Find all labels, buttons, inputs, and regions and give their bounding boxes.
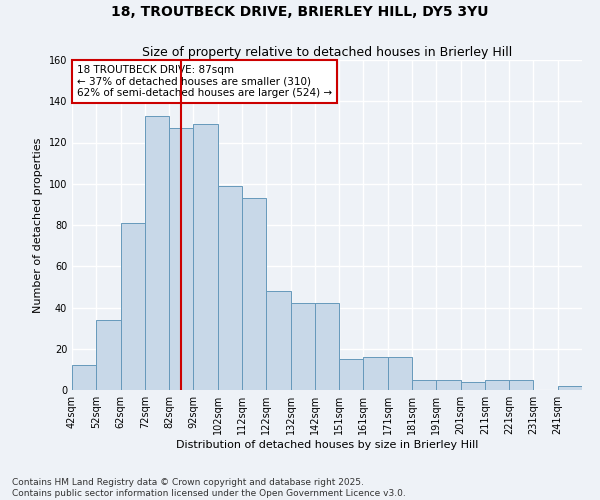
- Bar: [242, 198, 266, 390]
- Bar: [436, 380, 461, 390]
- Text: 18, TROUTBECK DRIVE, BRIERLEY HILL, DY5 3YU: 18, TROUTBECK DRIVE, BRIERLEY HILL, DY5 …: [111, 5, 489, 19]
- X-axis label: Distribution of detached houses by size in Brierley Hill: Distribution of detached houses by size …: [176, 440, 478, 450]
- Bar: [339, 359, 364, 390]
- Bar: [290, 304, 315, 390]
- Bar: [558, 386, 582, 390]
- Bar: [145, 116, 169, 390]
- Bar: [485, 380, 509, 390]
- Bar: [121, 223, 145, 390]
- Bar: [96, 320, 121, 390]
- Bar: [388, 357, 412, 390]
- Bar: [315, 304, 339, 390]
- Bar: [461, 382, 485, 390]
- Text: Contains HM Land Registry data © Crown copyright and database right 2025.
Contai: Contains HM Land Registry data © Crown c…: [12, 478, 406, 498]
- Bar: [193, 124, 218, 390]
- Bar: [364, 357, 388, 390]
- Bar: [509, 380, 533, 390]
- Bar: [412, 380, 436, 390]
- Bar: [72, 365, 96, 390]
- Bar: [266, 291, 290, 390]
- Bar: [169, 128, 193, 390]
- Y-axis label: Number of detached properties: Number of detached properties: [33, 138, 43, 312]
- Text: 18 TROUTBECK DRIVE: 87sqm
← 37% of detached houses are smaller (310)
62% of semi: 18 TROUTBECK DRIVE: 87sqm ← 37% of detac…: [77, 65, 332, 98]
- Bar: [218, 186, 242, 390]
- Title: Size of property relative to detached houses in Brierley Hill: Size of property relative to detached ho…: [142, 46, 512, 59]
